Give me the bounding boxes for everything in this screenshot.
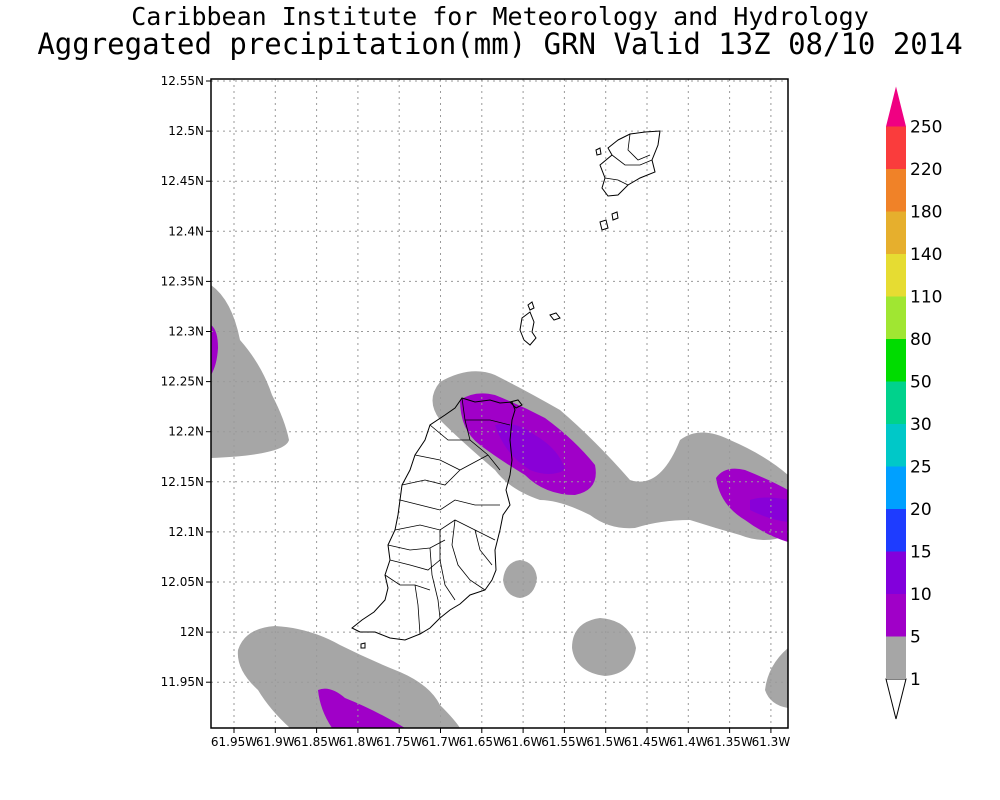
lat-tick-label: 12.4N [168, 224, 204, 238]
islet-2 [611, 211, 619, 221]
lat-tick-label: 12.1N [168, 525, 204, 539]
legend-level-label: 25 [910, 458, 932, 478]
lat-tick-label: 12.2N [168, 425, 204, 439]
lat-tick-label: 12.5N [168, 124, 204, 138]
legend-color-box [886, 594, 906, 637]
legend-level-label: 50 [910, 373, 932, 393]
legend-level-label: 10 [910, 585, 932, 605]
islet-3 [595, 147, 602, 156]
precip-area-southwest [237, 626, 460, 728]
legend-color-box [886, 509, 906, 552]
legend-color-box [886, 339, 906, 382]
islet-5 [527, 301, 535, 311]
precip-area-west [211, 285, 289, 458]
legend-level-label: 5 [910, 628, 921, 648]
legend-arrow-high [886, 86, 906, 127]
legend-level-label: 110 [910, 288, 942, 308]
lon-tick-label: 61.85W [293, 735, 339, 749]
lon-tick-label: 61.5W [586, 735, 625, 749]
lon-tick-label: 61.95W [211, 735, 257, 749]
legend-level-label: 20 [910, 500, 932, 520]
legend-color-box [886, 551, 906, 594]
precip-area-spot-1 [503, 560, 537, 598]
legend-level-label: 140 [910, 245, 942, 265]
coastlines [351, 130, 661, 649]
islet-8 [360, 642, 366, 649]
legend-color-box [886, 381, 906, 424]
lon-tick-label: 61.8W [339, 735, 378, 749]
legend-level-label: 1 [910, 670, 921, 690]
legend-color-box [886, 466, 906, 509]
islet-7 [509, 399, 523, 409]
title-product: Aggregated precipitation(mm) GRN Valid 1… [37, 27, 963, 61]
lon-tick-label: 61.3W [752, 735, 791, 749]
lon-tick-label: 61.6W [504, 735, 543, 749]
lat-tick-label: 12N [180, 625, 204, 639]
precip-area-purple-west [211, 325, 218, 375]
map-gridlines [211, 79, 788, 728]
lon-tick-label: 61.4W [669, 735, 708, 749]
legend-level-label: 250 [910, 118, 942, 138]
precip-area-core-east [750, 497, 788, 522]
legend-color-box [886, 296, 906, 339]
legend-color-box [886, 169, 906, 212]
lat-tick-label: 12.55N [161, 74, 204, 88]
precip-area-purple-south [318, 688, 405, 728]
legend-level-label: 180 [910, 203, 942, 223]
map-frame [210, 78, 789, 729]
legend-level-label: 80 [910, 330, 932, 350]
lon-tick-label: 61.7W [421, 735, 460, 749]
grenada-interior-lines [384, 397, 511, 635]
legend-color-box [886, 254, 906, 297]
legend-level-label: 15 [910, 543, 932, 563]
lat-tick-label: 11.95N [161, 675, 204, 689]
legend-color-box [886, 424, 906, 467]
lon-tick-label: 61.55W [541, 735, 587, 749]
islet-4 [519, 311, 537, 346]
carriacou-interior [604, 133, 653, 186]
lat-tick-label: 12.45N [161, 174, 204, 188]
lon-tick-label: 61.75W [376, 735, 422, 749]
lat-tick-label: 12.25N [161, 375, 204, 389]
islet-1 [599, 219, 609, 231]
lat-tick-label: 12.3N [168, 325, 204, 339]
latitude-axis: 12.55N 12.5N 12.45N 12.4N 12.35N 12.3N 12.25N 1… [161, 74, 211, 689]
legend-color-box [886, 126, 906, 169]
map-plot-area [210, 78, 789, 729]
lon-tick-label: 61.45W [624, 735, 670, 749]
legend-color-box [886, 636, 906, 679]
longitude-axis: 61.95W61.9W61.85W61.8W61.75W61.7W61.65W6… [211, 728, 790, 749]
legend-color-box [886, 211, 906, 254]
lat-tick-label: 12.05N [161, 575, 204, 589]
lat-tick-label: 12.35N [161, 274, 204, 288]
title-institute: Caribbean Institute for Meteorology and … [131, 2, 869, 31]
lon-tick-label: 61.9W [256, 735, 295, 749]
precip-area-core-north [495, 423, 565, 474]
legend-arrow-low [885, 678, 907, 720]
legend-level-label: 30 [910, 415, 932, 435]
lon-tick-label: 61.35W [706, 735, 752, 749]
legend-level-label: 220 [910, 160, 942, 180]
lat-tick-label: 12.15N [161, 475, 204, 489]
lon-tick-label: 61.65W [459, 735, 505, 749]
islet-6 [549, 312, 561, 321]
